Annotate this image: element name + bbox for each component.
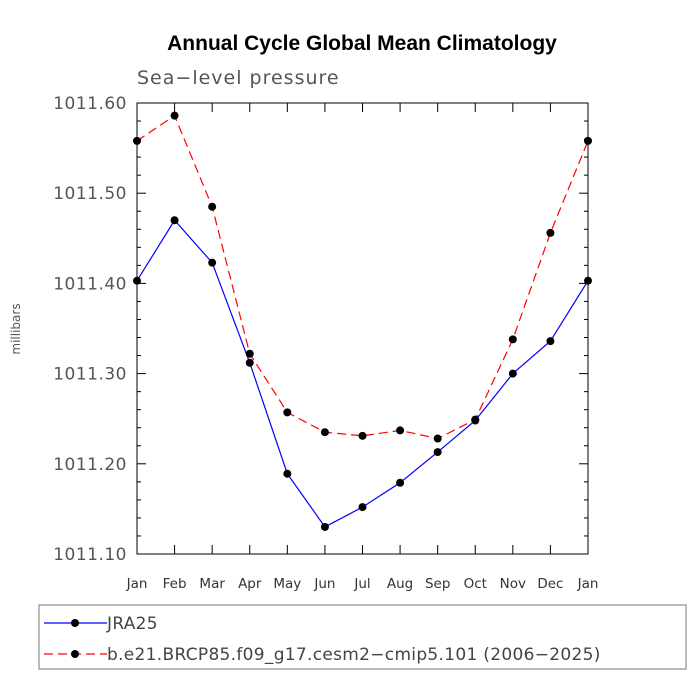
series-1-point bbox=[283, 469, 292, 478]
series-2-point bbox=[396, 426, 405, 435]
chart-subtitle: Sea−level pressure bbox=[137, 67, 340, 89]
y-tick-label: 1011.60 bbox=[53, 94, 127, 114]
x-tick-label: Apr bbox=[238, 576, 262, 592]
series-line-2 bbox=[136, 114, 589, 440]
series-2-point bbox=[283, 408, 292, 417]
series-1-point bbox=[433, 448, 442, 457]
series-2-point bbox=[245, 349, 254, 358]
y-tick-label: 1011.30 bbox=[53, 365, 127, 385]
legend-marker-1 bbox=[71, 619, 79, 627]
x-tick-labels: Jan Feb Mar Apr May Jun Jul Aug Sep Oct Nov Dec Jan bbox=[126, 576, 599, 592]
legend: JRA25 b.e21.BRCP85.f09_g17.cesm2−cmip5.10… bbox=[38, 604, 687, 670]
x-tick-label: Dec bbox=[537, 576, 563, 592]
series-2-point bbox=[358, 431, 367, 440]
axis-ticks bbox=[136, 102, 589, 555]
x-tick-label: Jan bbox=[577, 576, 599, 592]
series-2-point bbox=[471, 415, 480, 424]
series-2-point bbox=[546, 228, 555, 237]
series-1-point bbox=[546, 337, 555, 346]
x-tick-label: Sep bbox=[425, 576, 450, 592]
series-2-point bbox=[208, 202, 217, 211]
series-1-point bbox=[358, 503, 367, 512]
series-1-point bbox=[170, 216, 179, 225]
x-tick-label: Mar bbox=[199, 576, 225, 592]
x-tick-label: Feb bbox=[163, 576, 187, 592]
series-1-point bbox=[245, 358, 254, 367]
x-tick-label: Nov bbox=[500, 576, 526, 592]
x-tick-label: Aug bbox=[387, 576, 413, 592]
y-tick-label: 1011.20 bbox=[53, 455, 127, 475]
legend-label-2: b.e21.BRCP85.f09_g17.cesm2−cmip5.101 (20… bbox=[107, 645, 601, 665]
series-2-point bbox=[433, 434, 442, 443]
series-2-point bbox=[508, 335, 517, 344]
series-2-point bbox=[320, 428, 329, 437]
x-tick-label: Jul bbox=[353, 576, 370, 592]
y-axis-label: millibars bbox=[9, 303, 23, 354]
y-tick-labels: 1011.10 1011.20 1011.30 1011.40 1011.50 1011.… bbox=[53, 94, 127, 565]
legend-marker-2 bbox=[71, 650, 79, 658]
y-tick-label: 1011.10 bbox=[53, 545, 127, 565]
series-1-point bbox=[396, 478, 405, 487]
series-1-point bbox=[508, 369, 517, 378]
series-layer bbox=[133, 111, 592, 531]
series-2-point bbox=[170, 111, 179, 120]
legend-label-1: JRA25 bbox=[106, 614, 158, 634]
x-tick-label: Jan bbox=[126, 576, 148, 592]
x-tick-label: Oct bbox=[464, 576, 487, 592]
plot-frame bbox=[136, 102, 589, 555]
x-tick-label: May bbox=[273, 576, 301, 592]
series-1-point bbox=[320, 522, 329, 531]
series-line-1 bbox=[136, 219, 589, 528]
y-tick-label: 1011.50 bbox=[53, 184, 127, 204]
x-tick-label: Jun bbox=[313, 576, 335, 592]
chart-title: Annual Cycle Global Mean Climatology bbox=[167, 32, 557, 55]
legend-box bbox=[38, 604, 687, 670]
y-tick-label: 1011.40 bbox=[53, 274, 127, 294]
series-1-point bbox=[208, 258, 217, 267]
